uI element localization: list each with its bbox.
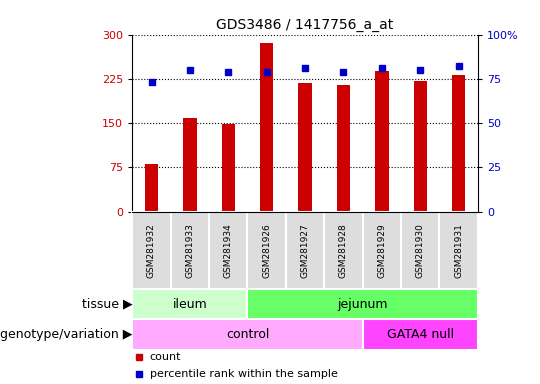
Bar: [299, 83, 312, 212]
Text: percentile rank within the sample: percentile rank within the sample: [150, 369, 338, 379]
Text: GSM281926: GSM281926: [262, 223, 271, 278]
Bar: [375, 71, 389, 212]
Title: GDS3486 / 1417756_a_at: GDS3486 / 1417756_a_at: [217, 18, 394, 32]
Text: GSM281933: GSM281933: [185, 223, 194, 278]
Text: GSM281931: GSM281931: [454, 223, 463, 278]
Text: GSM281934: GSM281934: [224, 223, 233, 278]
Text: GSM281927: GSM281927: [301, 223, 309, 278]
Bar: [221, 124, 235, 212]
Text: GSM281929: GSM281929: [377, 223, 387, 278]
Text: GSM281928: GSM281928: [339, 223, 348, 278]
Bar: [132, 319, 363, 350]
Bar: [452, 74, 465, 212]
Text: count: count: [150, 353, 181, 362]
Text: GSM281932: GSM281932: [147, 223, 156, 278]
Bar: [145, 164, 158, 212]
Bar: [363, 319, 478, 350]
Text: genotype/variation ▶: genotype/variation ▶: [0, 328, 132, 341]
Bar: [247, 289, 478, 319]
Text: ileum: ileum: [172, 298, 207, 311]
Bar: [414, 81, 427, 212]
Bar: [337, 85, 350, 212]
Text: tissue ▶: tissue ▶: [82, 298, 132, 311]
Text: GSM281930: GSM281930: [416, 223, 425, 278]
Text: jejunum: jejunum: [338, 298, 388, 311]
Bar: [132, 289, 247, 319]
Text: GATA4 null: GATA4 null: [387, 328, 454, 341]
Bar: [183, 118, 197, 212]
Bar: [260, 43, 273, 212]
Text: control: control: [226, 328, 269, 341]
